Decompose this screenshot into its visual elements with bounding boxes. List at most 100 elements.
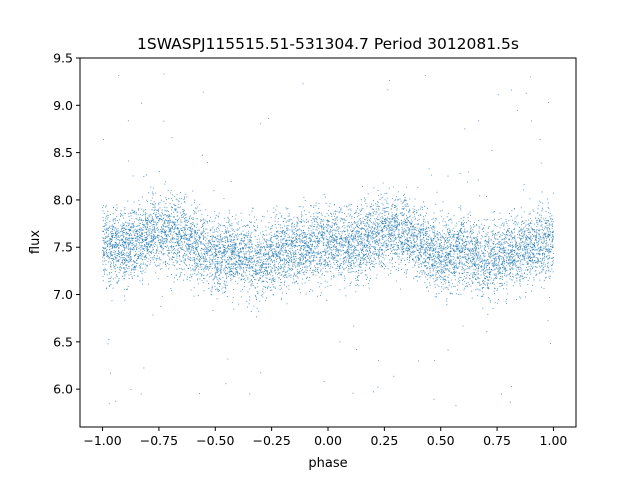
data-point [349, 261, 351, 263]
data-point [438, 222, 440, 224]
data-point [505, 275, 507, 277]
data-point [275, 253, 277, 255]
data-point [248, 299, 250, 301]
data-point [428, 242, 430, 244]
data-point [109, 248, 111, 250]
data-point [432, 243, 434, 245]
data-point [106, 287, 108, 289]
data-point [334, 263, 336, 265]
data-point [527, 262, 529, 264]
data-point [358, 258, 360, 260]
data-point [506, 234, 508, 236]
data-point [418, 251, 420, 253]
data-point [217, 266, 219, 268]
data-point [213, 237, 215, 238]
data-point [148, 244, 150, 246]
data-point [478, 258, 480, 259]
data-point [483, 269, 485, 271]
data-point [511, 264, 513, 266]
data-point [494, 249, 495, 251]
data-point [440, 244, 442, 246]
data-point [309, 263, 311, 265]
data-point [490, 277, 492, 279]
data-point [131, 276, 133, 278]
data-point [432, 229, 434, 231]
data-point [510, 268, 511, 270]
data-point [230, 248, 232, 250]
data-point [492, 230, 494, 232]
data-point [496, 253, 498, 255]
data-point [323, 237, 325, 239]
data-point [382, 236, 384, 238]
data-point [408, 232, 410, 234]
data-point [247, 278, 249, 280]
data-point [486, 275, 488, 277]
data-point [178, 218, 179, 220]
data-point [277, 230, 279, 232]
data-point [446, 264, 448, 266]
data-point [333, 228, 335, 230]
data-point [130, 228, 131, 230]
data-point [442, 247, 444, 249]
data-point [444, 280, 446, 282]
data-point [165, 236, 167, 238]
data-point [105, 236, 107, 238]
data-point [178, 201, 180, 203]
data-point [248, 243, 250, 245]
data-point [449, 246, 451, 248]
data-point [185, 263, 187, 265]
data-point [370, 228, 372, 230]
data-point [482, 251, 484, 253]
data-point [328, 245, 330, 247]
data-point [139, 264, 141, 266]
data-point [440, 282, 442, 284]
data-point [262, 264, 264, 266]
data-point [508, 268, 510, 270]
data-point [331, 226, 333, 228]
data-point [125, 253, 127, 255]
data-point [294, 246, 296, 248]
data-point [373, 234, 375, 236]
data-point [329, 260, 331, 262]
data-point [506, 262, 508, 264]
data-point [503, 225, 505, 227]
data-point [234, 262, 236, 264]
data-point [350, 229, 352, 231]
data-point [504, 240, 506, 242]
data-point [145, 228, 147, 230]
data-point [502, 266, 503, 268]
data-point [331, 249, 333, 251]
data-point [300, 218, 302, 220]
data-point [168, 268, 170, 270]
data-point [279, 258, 281, 260]
data-point [505, 237, 507, 239]
data-point [374, 252, 376, 254]
data-point [516, 216, 518, 218]
data-point [379, 239, 381, 241]
data-point [235, 245, 237, 247]
data-point [520, 238, 522, 240]
data-point [328, 214, 330, 216]
data-point [298, 240, 300, 242]
data-point [370, 238, 372, 240]
data-point [513, 259, 515, 261]
data-point [201, 248, 203, 250]
data-point [314, 265, 315, 267]
data-point [514, 263, 516, 264]
data-point [291, 255, 293, 257]
data-point [440, 243, 441, 245]
data-point [530, 264, 532, 266]
data-point [147, 236, 149, 237]
data-point [151, 219, 153, 221]
data-point [170, 239, 172, 241]
data-point [310, 262, 312, 263]
data-point [229, 272, 230, 274]
data-point [390, 245, 392, 247]
data-point [181, 268, 182, 270]
data-point [309, 250, 311, 252]
data-point [312, 231, 314, 233]
data-point [274, 279, 276, 280]
data-point [119, 240, 121, 242]
data-point [233, 263, 235, 265]
data-point [320, 219, 322, 221]
